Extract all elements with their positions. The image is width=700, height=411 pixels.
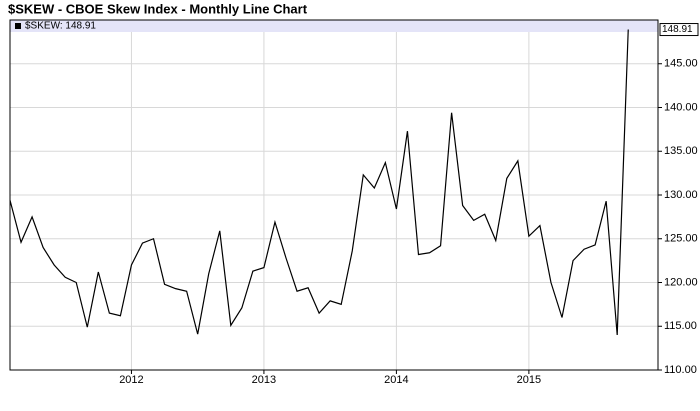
legend-swatch bbox=[15, 23, 21, 29]
y-tick-label: 135.00 bbox=[664, 145, 698, 157]
x-tick-label: 2015 bbox=[517, 374, 541, 386]
x-tick-label: 2013 bbox=[252, 374, 276, 386]
data-line bbox=[9, 29, 629, 336]
x-tick-label: 2012 bbox=[119, 374, 143, 386]
x-tick-label: 2014 bbox=[384, 374, 408, 386]
y-tick-label: 125.00 bbox=[664, 233, 698, 245]
y-tick-label: 120.00 bbox=[664, 276, 698, 288]
chart-title: $SKEW - CBOE Skew Index - Monthly Line C… bbox=[8, 1, 308, 16]
last-value-box bbox=[659, 23, 699, 37]
plot-frame bbox=[9, 19, 659, 371]
y-tick-label: 145.00 bbox=[664, 58, 698, 70]
y-tick-label: 130.00 bbox=[664, 189, 698, 201]
last-value-label: 148.91 bbox=[662, 24, 693, 35]
legend-label: $SKEW: 148.91 bbox=[25, 21, 96, 32]
y-tick-label: 110.00 bbox=[664, 364, 697, 376]
y-tick-label: 115.00 bbox=[664, 320, 697, 332]
legend-band bbox=[10, 20, 658, 32]
y-tick-label: 140.00 bbox=[664, 101, 698, 113]
